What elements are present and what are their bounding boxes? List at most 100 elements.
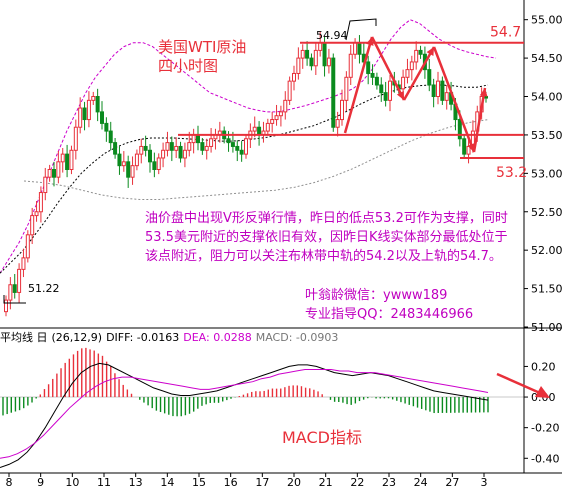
indicator-name: 平均线 日	[0, 331, 48, 344]
candle-body	[348, 53, 353, 78]
x-tick-label: 11	[97, 476, 111, 487]
candle-body	[230, 142, 235, 147]
candle-body	[73, 126, 78, 151]
x-tick-label: 14	[160, 476, 174, 487]
pattern-arrow	[343, 36, 374, 134]
candle-body	[444, 92, 449, 101]
candle-body	[126, 161, 131, 178]
candle-body	[182, 149, 187, 159]
candle-body	[165, 142, 170, 151]
candle-body	[178, 145, 183, 159]
candle-body	[383, 92, 388, 101]
pattern-arrow	[432, 46, 476, 153]
candle-body	[292, 72, 296, 82]
candle-body	[457, 119, 462, 140]
macd-arrow-head	[535, 386, 550, 398]
high-bracket	[345, 18, 377, 41]
candle-body	[200, 142, 205, 151]
candle-body	[374, 76, 379, 86]
candle-body	[60, 153, 65, 163]
candle-body	[257, 126, 262, 136]
candle-body	[65, 153, 70, 170]
candle-body	[56, 161, 61, 178]
candle-body	[108, 130, 113, 144]
candle-body	[418, 49, 423, 55]
x-tick-label: 16	[224, 476, 238, 487]
candle-body	[209, 138, 214, 147]
price-tick-label: 52.50	[531, 206, 562, 219]
x-tick-label: 15	[192, 476, 206, 487]
candle-body	[17, 268, 22, 293]
pattern-arrow	[370, 36, 406, 101]
candle-body	[161, 149, 166, 159]
candle-body	[287, 80, 292, 101]
candle-body	[52, 169, 56, 178]
support-label: 53.2	[496, 165, 527, 181]
candle-body	[318, 42, 323, 51]
candle-body	[86, 99, 91, 121]
candle-body	[104, 122, 109, 132]
low-bracket	[3, 295, 26, 304]
candle-body	[169, 142, 174, 151]
macd-tick-label: -0.20	[531, 422, 559, 435]
candle-body	[191, 134, 196, 144]
candle-body	[244, 138, 248, 155]
low-label: 51.22	[28, 282, 60, 295]
x-tick-label: 27	[445, 476, 459, 487]
price-tick-label: 53.00	[531, 167, 562, 180]
candle-body	[78, 107, 83, 128]
candle-body	[148, 149, 152, 163]
candle-body	[252, 126, 257, 132]
candle-body	[322, 42, 327, 67]
candle-body	[117, 153, 122, 167]
candle-body	[305, 49, 310, 59]
candle-body	[130, 165, 135, 178]
dea-line	[0, 369, 489, 459]
macd-tick-label: -0.40	[531, 452, 559, 465]
candle-body	[113, 142, 118, 155]
price-tick-label: 54.50	[531, 52, 562, 65]
candle-body	[8, 284, 13, 301]
resistance-label: 54.7	[490, 25, 521, 41]
candle-body	[265, 122, 270, 132]
candle-body	[370, 72, 375, 78]
candle-body	[226, 138, 231, 144]
candle-body	[143, 145, 148, 151]
diff-readout: DIFF: -0.0163	[106, 331, 180, 344]
candle-body	[357, 42, 362, 55]
arrow-head	[467, 143, 475, 152]
pattern-arrow	[402, 46, 436, 101]
candle-body	[326, 57, 331, 67]
candle-body	[4, 299, 8, 313]
pattern-arrow	[472, 87, 487, 153]
candle-body	[274, 115, 279, 121]
candle-body	[379, 84, 384, 94]
chart-title: 美国WTI原油	[158, 38, 247, 56]
x-tick-label: 22	[350, 476, 364, 487]
candle-body	[283, 99, 288, 113]
candle-body	[409, 61, 414, 71]
candle-body	[431, 84, 436, 98]
x-tick-label: 3	[481, 476, 488, 487]
candle-body	[300, 49, 305, 59]
candle-body	[69, 149, 74, 170]
candle-body	[278, 111, 283, 117]
candle-body	[95, 96, 100, 113]
candle-body	[414, 49, 419, 63]
arrow-head	[366, 37, 374, 46]
arrow-head	[396, 91, 404, 100]
x-tick-label: 13	[129, 476, 143, 487]
arrow-head	[426, 47, 434, 56]
candle-body	[401, 76, 406, 90]
x-tick-label: 10	[65, 476, 79, 487]
dea-readout: DEA: 0.0288	[183, 331, 252, 344]
middle-band	[0, 84, 489, 274]
candle-body	[156, 157, 161, 171]
price-tick-label: 55.00	[531, 14, 562, 27]
analysis-note: 油价盘中出现V形反弹行情，昨日的低点53.2可作为支撑，同时53.5美元附近的支…	[145, 211, 508, 264]
candle-body	[340, 99, 344, 121]
candle-body	[43, 176, 48, 194]
candle-body	[270, 119, 275, 124]
candle-body	[196, 134, 200, 144]
